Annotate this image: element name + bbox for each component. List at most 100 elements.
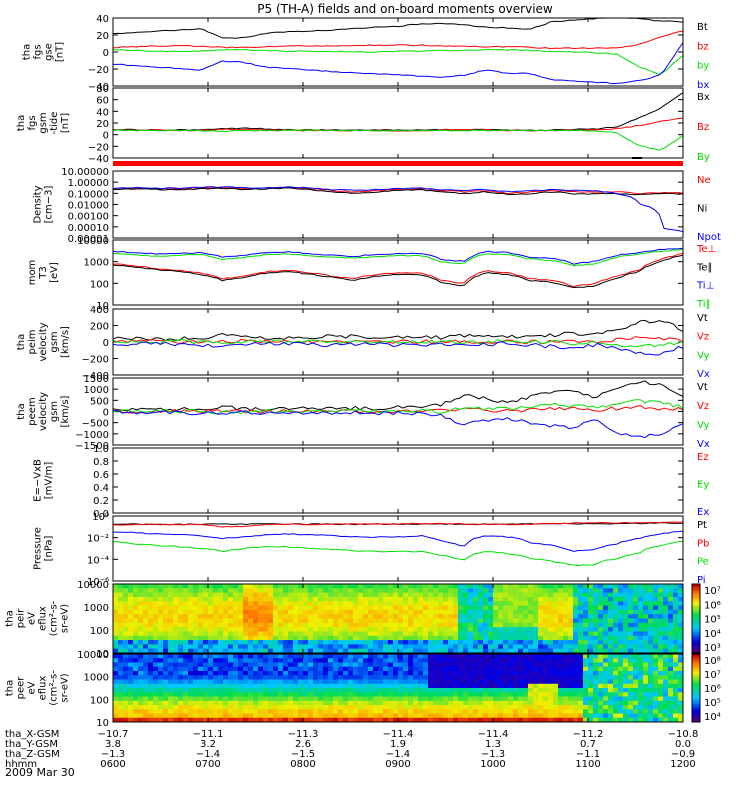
heatmap-cell [353, 679, 359, 685]
colorbar-segment [692, 620, 700, 624]
heatmap-cell [503, 713, 509, 719]
heatmap-cell [278, 666, 284, 672]
heatmap-cell [128, 717, 134, 723]
heatmap-cell [673, 696, 679, 702]
colorbar-segment [692, 669, 700, 673]
heatmap-cell [283, 717, 289, 723]
ytick-label: −1500 [75, 441, 109, 452]
heatmap-cell [483, 640, 489, 645]
heatmap-cell [658, 666, 664, 672]
ylabel-line: (cm²-s- [49, 670, 60, 706]
heatmap-cell [428, 614, 434, 619]
heatmap-cell [473, 644, 479, 650]
legend-label: Bz [697, 122, 709, 133]
heatmap-cell [268, 588, 274, 594]
heatmap-cell [498, 666, 504, 672]
heatmap-cell [493, 631, 499, 637]
heatmap-cell [403, 640, 409, 645]
heatmap-cell [288, 596, 294, 602]
heatmap-cell [458, 622, 464, 628]
heatmap-cell [438, 666, 444, 672]
heatmap-cell [333, 627, 339, 632]
heatmap-cell [463, 588, 469, 594]
heatmap-cell [258, 627, 264, 632]
heatmap-cell [153, 592, 159, 598]
heatmap-cell [258, 601, 264, 606]
heatmap-cell [288, 635, 294, 641]
heatmap-cell [578, 713, 584, 719]
heatmap-cell [518, 644, 524, 650]
heatmap-cell [358, 709, 364, 714]
heatmap-cell [373, 648, 379, 654]
heatmap-cell [468, 614, 474, 619]
heatmap-cell [128, 713, 134, 719]
heatmap-cell [318, 666, 324, 672]
heatmap-cell [268, 696, 274, 702]
heatmap-cell [228, 675, 234, 680]
heatmap-cell [593, 675, 599, 680]
heatmap-cell [328, 688, 334, 693]
ytick-label: 0.8 [93, 457, 109, 468]
heatmap-cell [338, 627, 344, 632]
heatmap-cell [168, 692, 174, 697]
heatmap-cell [538, 662, 544, 668]
heatmap-cell [233, 618, 239, 624]
heatmap-cell [323, 614, 329, 619]
heatmap-cell [673, 596, 679, 602]
heatmap-cell [603, 671, 609, 676]
heatmap-cell [223, 584, 229, 589]
heatmap-cell [283, 683, 289, 689]
heatmap-cell [658, 713, 664, 719]
heatmap-cell [548, 700, 554, 706]
heatmap-cell [168, 614, 174, 619]
heatmap-cell [113, 644, 119, 650]
heatmap-cell [318, 683, 324, 689]
colorbar-tick-label: 10⁸ [704, 656, 721, 667]
heatmap-cell [458, 713, 464, 719]
heatmap-cell [248, 717, 254, 723]
heatmap-cell [673, 601, 679, 606]
heatmap-cell [343, 627, 349, 632]
heatmap-cell [408, 692, 414, 697]
heatmap-cell [178, 683, 184, 689]
heatmap-cell [598, 688, 604, 693]
heatmap-cell [578, 644, 584, 650]
heatmap-cell [448, 601, 454, 606]
heatmap-cell [528, 584, 534, 589]
heatmap-cell [393, 627, 399, 632]
heatmap-cell [318, 640, 324, 645]
heatmap-cell [528, 700, 534, 706]
heatmap-cell [588, 618, 594, 624]
heatmap-cell [593, 627, 599, 632]
heatmap-cell [603, 631, 609, 637]
heatmap-cell [588, 601, 594, 606]
heatmap-cell [198, 688, 204, 693]
heatmap-cell [403, 618, 409, 624]
heatmap-cell [448, 705, 454, 710]
heatmap-cell [273, 631, 279, 637]
heatmap-cell [548, 648, 554, 654]
heatmap-cell [598, 601, 604, 606]
heatmap-cell [593, 605, 599, 611]
heatmap-cell [348, 696, 354, 702]
heatmap-cell [443, 717, 449, 723]
heatmap-cell [308, 696, 314, 702]
heatmap-cell [673, 584, 679, 589]
heatmap-cell [358, 662, 364, 668]
heatmap-cell [373, 596, 379, 602]
heatmap-cell [338, 705, 344, 710]
heatmap-cell [278, 654, 284, 659]
heatmap-cell [358, 596, 364, 602]
heatmap-cell [638, 675, 644, 680]
heatmap-cell [678, 601, 684, 606]
heatmap-cell [468, 601, 474, 606]
heatmap-cell [313, 688, 319, 693]
heatmap-cell [393, 622, 399, 628]
heatmap-cell [263, 709, 269, 714]
colorbar-segment [692, 708, 700, 712]
heatmap-cell [608, 584, 614, 589]
panel-frame [112, 170, 684, 239]
heatmap-cell [403, 605, 409, 611]
heatmap-cell [638, 683, 644, 689]
heatmap-cell [188, 614, 194, 619]
